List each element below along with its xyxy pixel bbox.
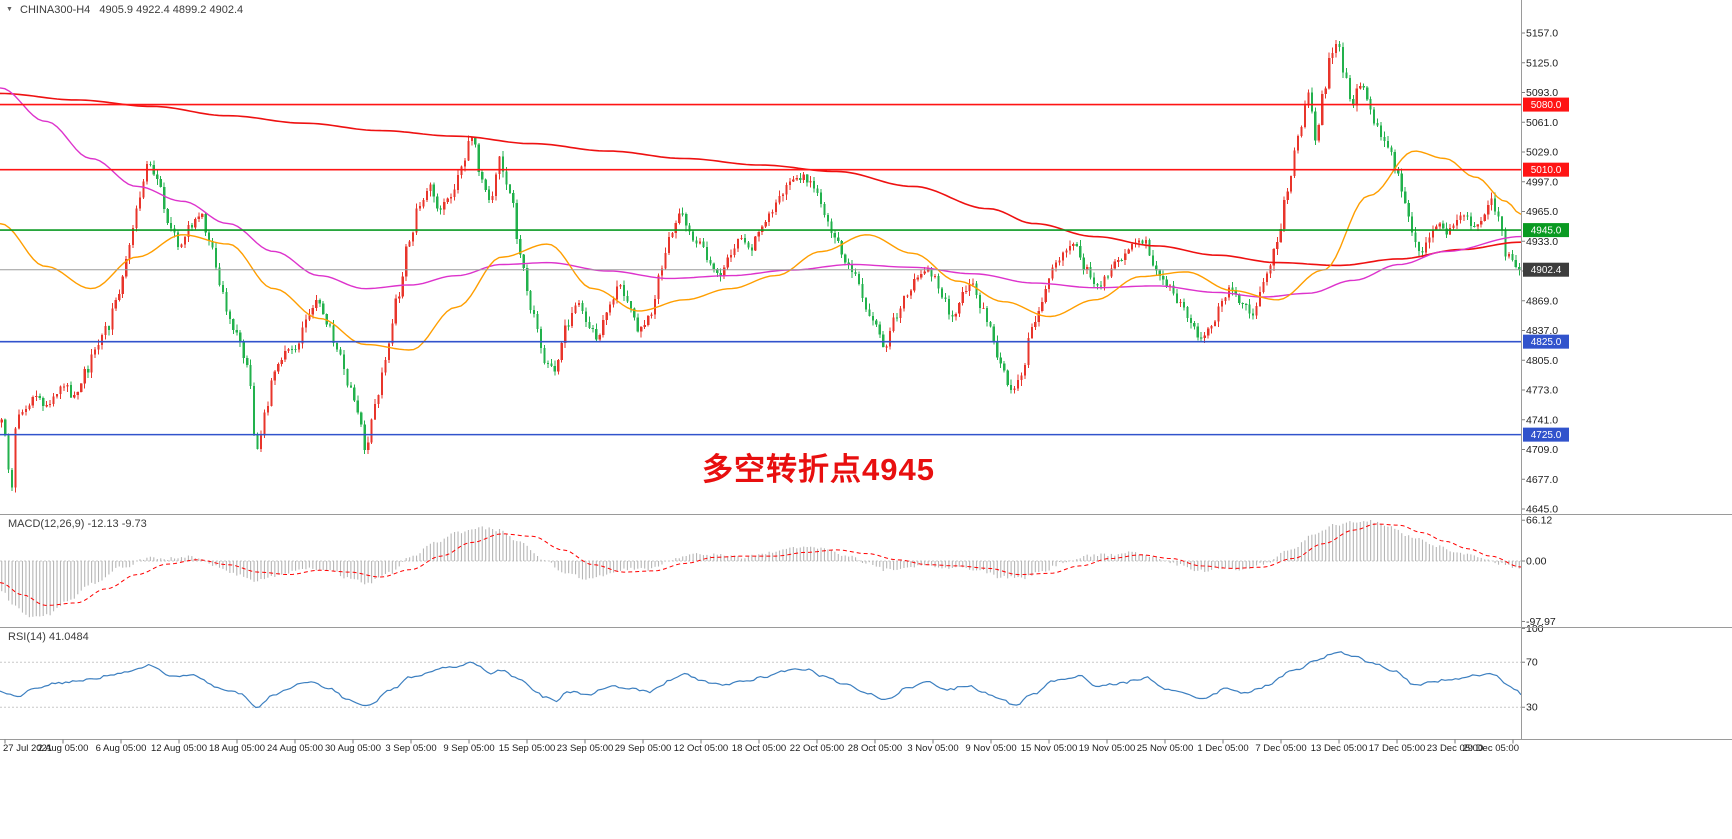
svg-text:5080.0: 5080.0 (1531, 100, 1562, 111)
svg-text:18 Aug 05:00: 18 Aug 05:00 (209, 743, 265, 754)
svg-text:4645.0: 4645.0 (1526, 504, 1558, 516)
svg-text:4725.0: 4725.0 (1531, 430, 1562, 441)
svg-text:12 Aug 05:00: 12 Aug 05:00 (151, 743, 207, 754)
svg-text:5029.0: 5029.0 (1526, 147, 1558, 159)
svg-text:15 Sep 05:00: 15 Sep 05:00 (499, 743, 556, 754)
svg-text:9 Sep 05:00: 9 Sep 05:00 (443, 743, 494, 754)
svg-text:5010.0: 5010.0 (1531, 165, 1562, 176)
current-price-line: 4902.4 (0, 262, 1569, 277)
svg-text:3 Nov 05:00: 3 Nov 05:00 (907, 743, 958, 754)
svg-text:30 Aug 05:00: 30 Aug 05:00 (325, 743, 381, 754)
rsi-line (0, 651, 1522, 709)
svg-text:100: 100 (1526, 623, 1544, 635)
svg-text:5125.0: 5125.0 (1526, 57, 1558, 69)
svg-text:24 Aug 05:00: 24 Aug 05:00 (267, 743, 323, 754)
svg-text:23 Dec 05:00: 23 Dec 05:00 (1427, 743, 1484, 754)
svg-text:4945.0: 4945.0 (1531, 226, 1562, 237)
svg-text:5157.0: 5157.0 (1526, 28, 1558, 40)
svg-text:4933.0: 4933.0 (1526, 236, 1558, 248)
svg-text:9 Nov 05:00: 9 Nov 05:00 (965, 743, 1016, 754)
svg-text:4709.0: 4709.0 (1526, 444, 1558, 456)
horizontal-levels: 5080.0 5010.0 4945.0 4825.0 4725.0 (0, 97, 1569, 442)
panel-separators (0, 0, 1732, 740)
svg-text:4965.0: 4965.0 (1526, 206, 1558, 218)
ma-fast-orange (0, 150, 1522, 351)
rsi-panel: 100 70 30 (0, 623, 1544, 714)
svg-text:5093.0: 5093.0 (1526, 87, 1558, 99)
ma-slow-red (0, 92, 1522, 267)
macd-panel: 66.12 0.00 -97.97 (0, 515, 1556, 628)
svg-text:18 Oct 05:00: 18 Oct 05:00 (732, 743, 786, 754)
svg-text:28 Oct 05:00: 28 Oct 05:00 (848, 743, 902, 754)
svg-text:23 Sep 05:00: 23 Sep 05:00 (557, 743, 614, 754)
svg-text:30: 30 (1526, 702, 1538, 714)
svg-text:4773.0: 4773.0 (1526, 385, 1558, 397)
svg-text:27 Jul 2021: 27 Jul 2021 (3, 743, 52, 754)
svg-text:0.00: 0.00 (1526, 556, 1547, 568)
svg-text:19 Nov 05:00: 19 Nov 05:00 (1079, 743, 1136, 754)
svg-text:12 Oct 05:00: 12 Oct 05:00 (674, 743, 728, 754)
svg-text:6 Aug 05:00: 6 Aug 05:00 (96, 743, 147, 754)
svg-text:4837.0: 4837.0 (1526, 325, 1558, 337)
collapse-triangle-icon[interactable]: ▼ (6, 6, 13, 13)
svg-text:4869.0: 4869.0 (1526, 295, 1558, 307)
macd-signal-line (0, 523, 1522, 606)
svg-text:3 Sep 05:00: 3 Sep 05:00 (385, 743, 436, 754)
svg-text:4825.0: 4825.0 (1531, 337, 1562, 348)
svg-text:4902.4: 4902.4 (1531, 265, 1562, 276)
svg-text:4677.0: 4677.0 (1526, 474, 1558, 486)
svg-text:5061.0: 5061.0 (1526, 117, 1558, 129)
svg-text:2 Aug 05:00: 2 Aug 05:00 (38, 743, 89, 754)
svg-text:17 Dec 05:00: 17 Dec 05:00 (1369, 743, 1426, 754)
svg-text:29 Dec 05:00: 29 Dec 05:00 (1462, 743, 1519, 754)
chart-title: ▼ CHINA300-H4 4905.9 4922.4 4899.2 4902.… (6, 4, 243, 16)
ohlc-values: 4905.9 4922.4 4899.2 4902.4 (99, 4, 244, 16)
svg-text:4997.0: 4997.0 (1526, 176, 1558, 188)
rsi-indicator-label: RSI(14) 41.0484 (8, 631, 89, 643)
annotation-text: 多空转折点4945 (702, 452, 935, 487)
svg-text:-97.97: -97.97 (1526, 616, 1556, 628)
svg-text:15 Nov 05:00: 15 Nov 05:00 (1021, 743, 1078, 754)
svg-text:22 Oct 05:00: 22 Oct 05:00 (790, 743, 844, 754)
svg-text:25 Nov 05:00: 25 Nov 05:00 (1137, 743, 1194, 754)
svg-text:66.12: 66.12 (1526, 515, 1552, 527)
svg-text:70: 70 (1526, 657, 1538, 669)
svg-text:29 Sep 05:00: 29 Sep 05:00 (615, 743, 672, 754)
svg-text:7 Dec 05:00: 7 Dec 05:00 (1255, 743, 1306, 754)
ma-mid-magenta (0, 87, 1522, 298)
moving-averages-layer (0, 87, 1522, 351)
symbol-timeframe-label: CHINA300-H4 (20, 4, 91, 16)
macd-indicator-label: MACD(12,26,9) -12.13 -9.73 (8, 518, 147, 530)
svg-text:1 Dec 05:00: 1 Dec 05:00 (1197, 743, 1248, 754)
candlesticks-layer (0, 40, 1521, 493)
svg-text:13 Dec 05:00: 13 Dec 05:00 (1311, 743, 1368, 754)
svg-text:4805.0: 4805.0 (1526, 355, 1558, 367)
svg-text:4741.0: 4741.0 (1526, 414, 1558, 426)
